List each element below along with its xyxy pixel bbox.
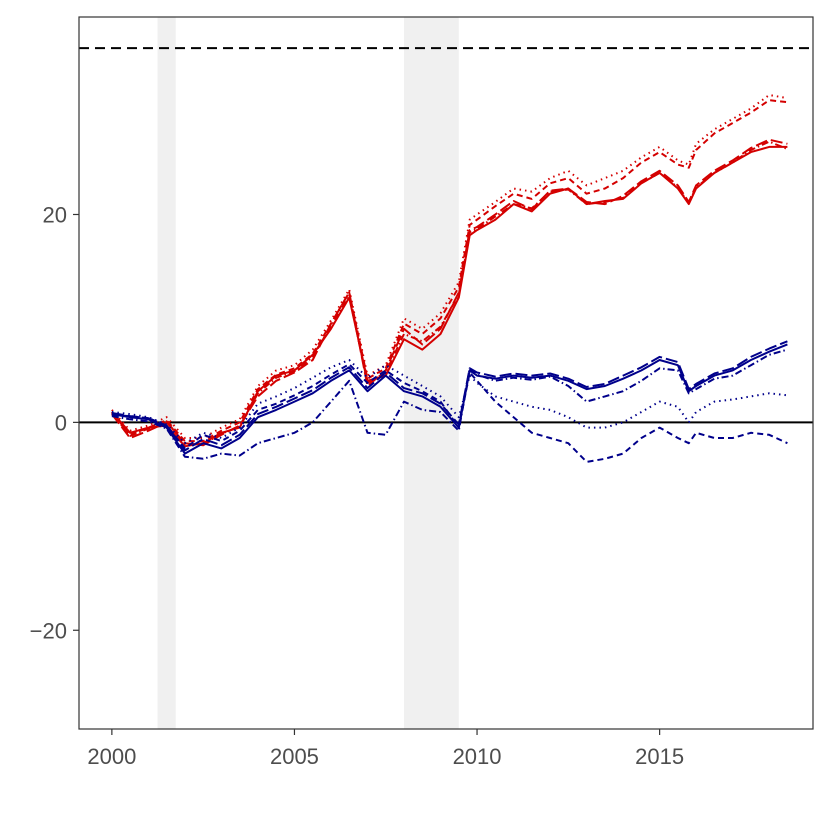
reference-lines [79,47,813,424]
series-line-4 [111,99,788,443]
y-tick-label: −20 [30,618,67,643]
y-tick-label: 0 [55,410,67,435]
y-axis: −20 0 20 [30,202,79,643]
x-tick-label: 2015 [635,744,684,769]
series-line-5 [111,140,788,446]
series-line-10 [111,348,788,460]
y-tick-label: 20 [43,202,67,227]
x-tick-label: 2005 [270,744,319,769]
series-line-3 [111,94,788,439]
recession-band-1 [157,17,176,729]
series-lines [111,94,788,463]
recession-bands [157,17,459,729]
x-tick-label: 2010 [453,744,502,769]
recession-band-2 [404,17,459,729]
x-axis: 2000 2005 2010 2015 [87,729,684,769]
plot-border [78,16,814,730]
x-tick-label: 2000 [87,744,136,769]
